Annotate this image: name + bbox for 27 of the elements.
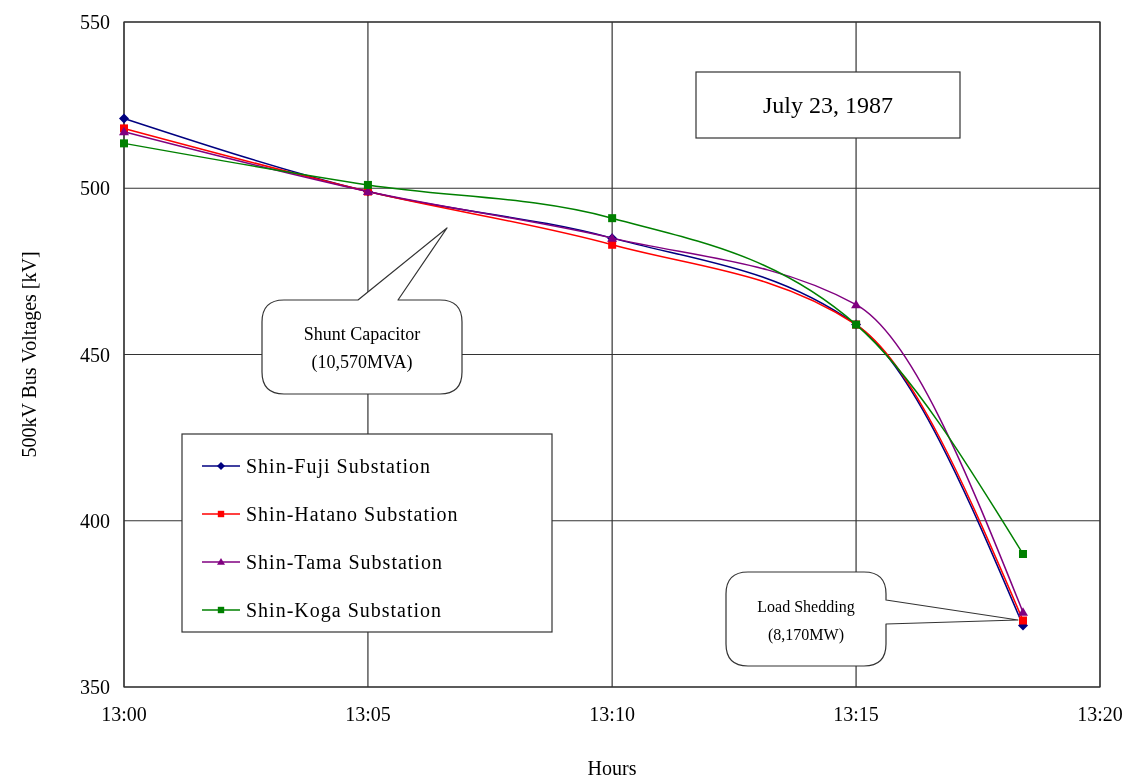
legend-label: Shin-Hatano Substation (246, 503, 459, 525)
point (851, 299, 862, 309)
x-tick-label: 13:00 (101, 703, 147, 725)
point (1018, 616, 1027, 625)
y-tick-label: 350 (80, 676, 110, 698)
annotation: Shunt Capacitor (10,570MVA) (303, 324, 421, 373)
legend-label: Shin-Fuji Substation (246, 455, 432, 478)
annotation: July 23, 1987 (762, 92, 894, 118)
point (1017, 607, 1028, 616)
x-tick-label: 13:20 (1077, 703, 1123, 725)
legend-label: Shin-Koga Substation (246, 599, 443, 622)
annotation: Load Shedding (8,170MW) (757, 598, 855, 644)
point (363, 180, 372, 189)
x-axis-title: Hours (587, 757, 637, 779)
point (120, 139, 128, 148)
point (1018, 550, 1027, 558)
y-tick-label: 550 (80, 11, 110, 33)
y-tick-label: 500 (80, 177, 110, 200)
point (608, 214, 617, 223)
x-tick-label: 13:10 (589, 703, 635, 725)
x-tick-label: 13:05 (345, 703, 391, 725)
y-tick-label: 400 (80, 509, 110, 532)
x-tick-label: 13:15 (833, 703, 879, 725)
point (119, 113, 129, 124)
legend-label: Shin-Tama Substation (246, 551, 443, 573)
y-axis-title: 500kV Bus Voltages [kV] (18, 251, 41, 458)
y-tick-label: 450 (80, 343, 110, 366)
